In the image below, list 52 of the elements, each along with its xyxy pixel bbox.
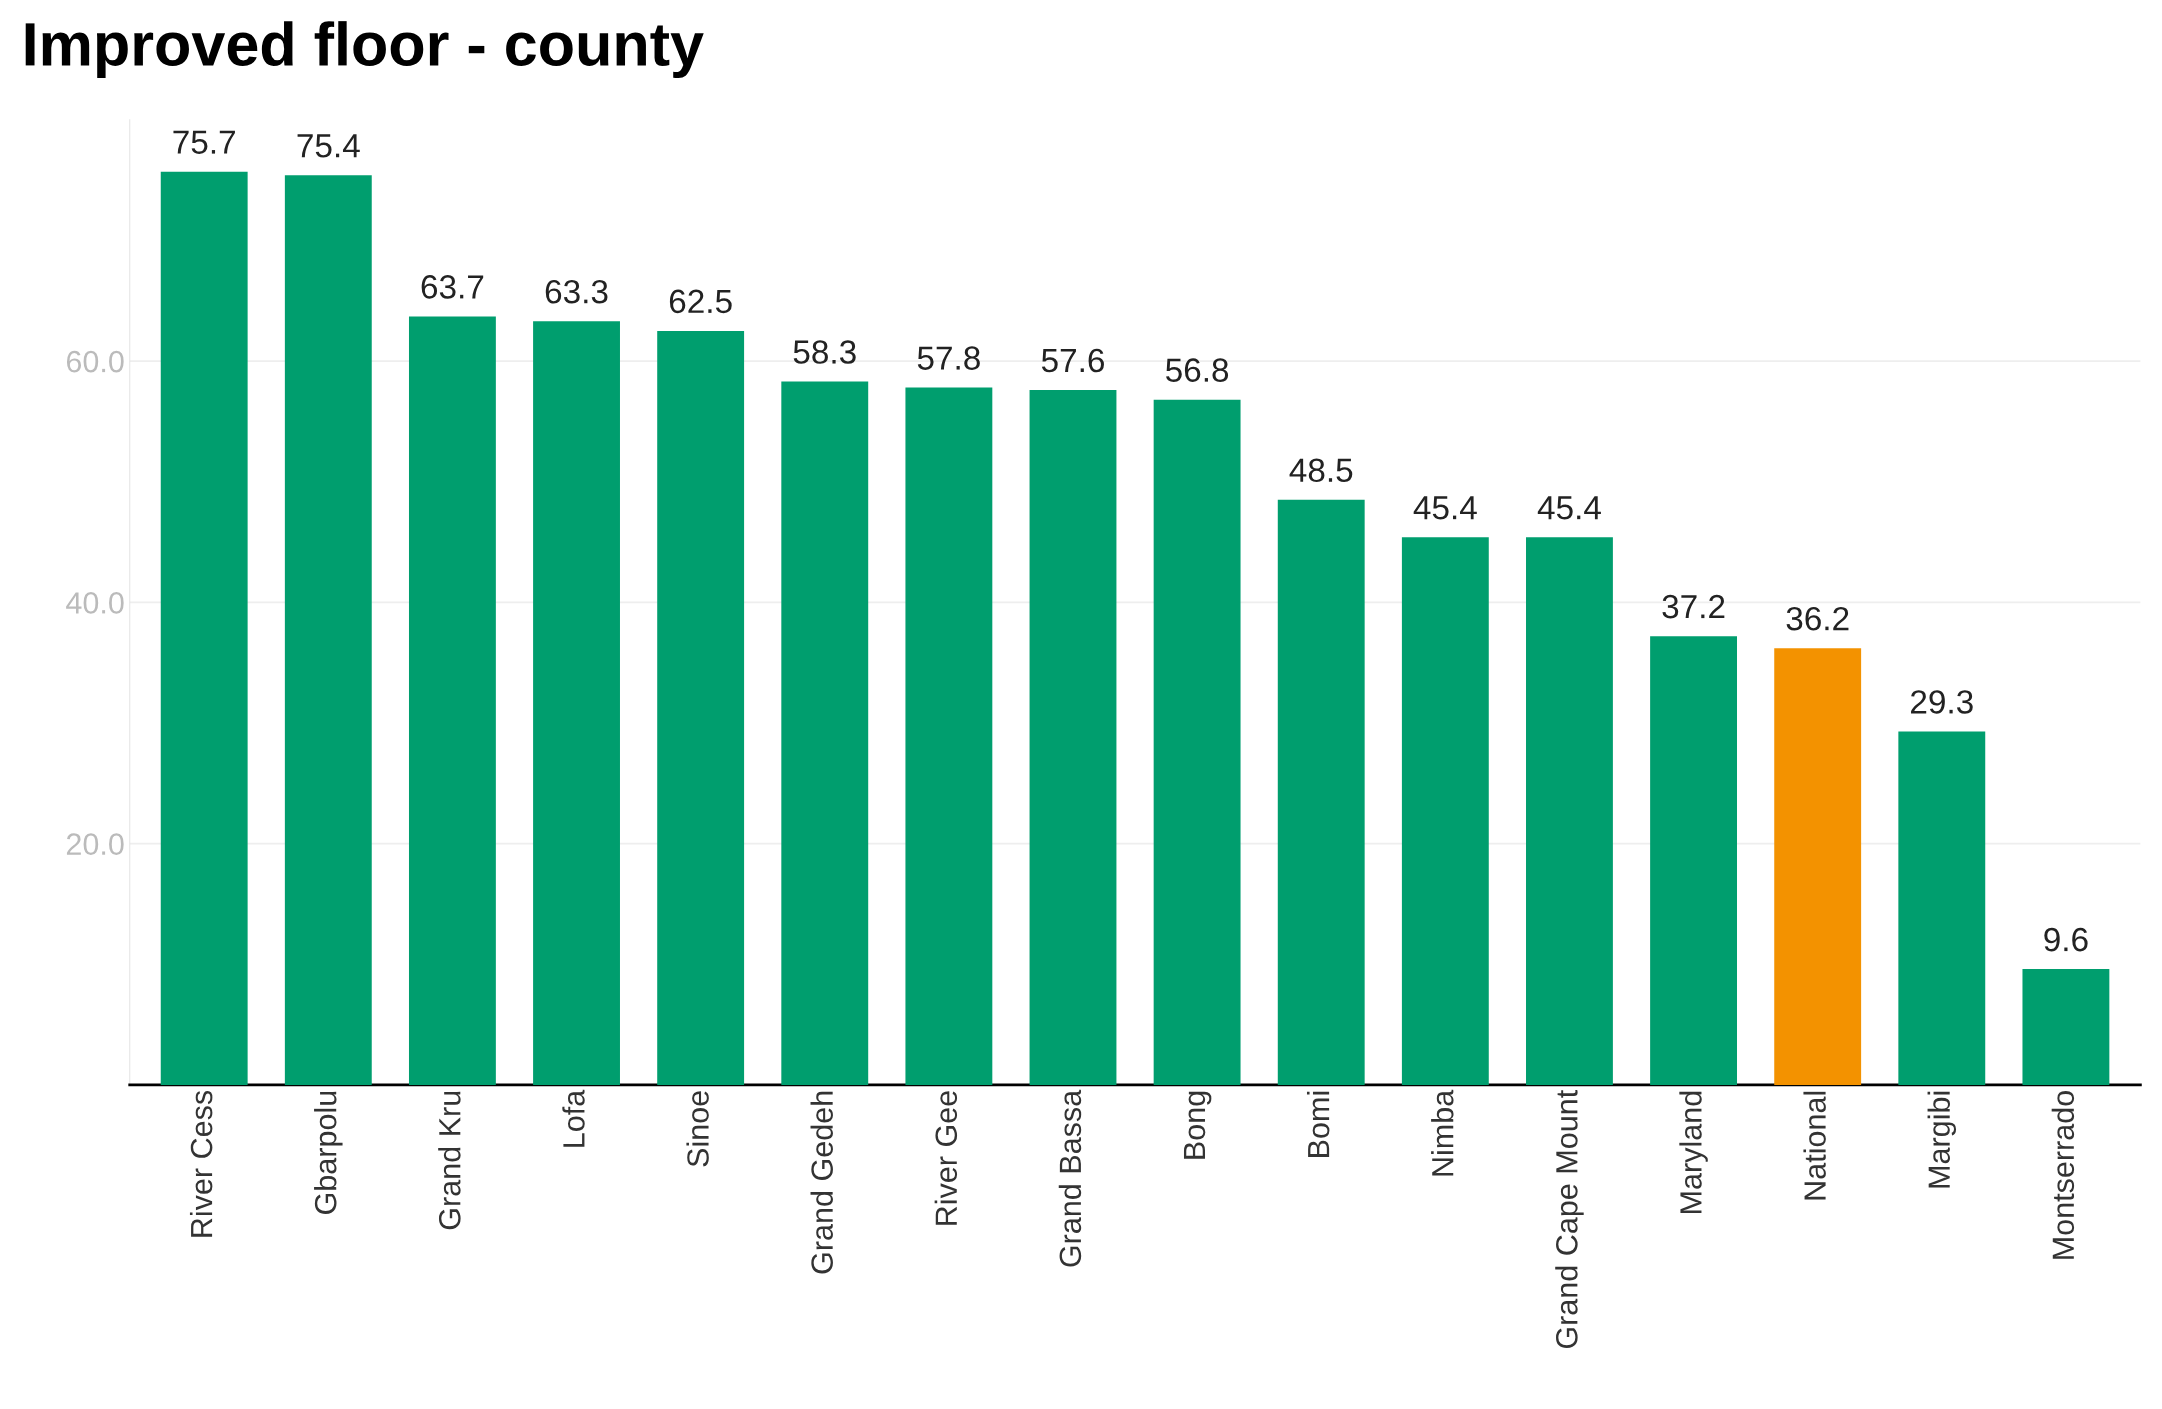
data-label: 36.2 bbox=[1786, 606, 1849, 631]
data-label: 45.4 bbox=[1537, 496, 1601, 520]
bar bbox=[1526, 537, 1613, 1085]
bar bbox=[1153, 399, 1241, 1085]
x-tick-label: Grand Cape Mount bbox=[1555, 1090, 1584, 1349]
data-label: 57.8 bbox=[917, 346, 980, 370]
bar bbox=[905, 387, 993, 1085]
x-tick-label: Nimba bbox=[1431, 1089, 1454, 1176]
bar bbox=[781, 381, 869, 1085]
bar bbox=[1401, 537, 1489, 1085]
bar bbox=[1029, 390, 1117, 1085]
x-tick-label: Sinoe bbox=[686, 1091, 709, 1167]
data-label: 63.7 bbox=[421, 275, 484, 299]
data-label: 63.3 bbox=[545, 279, 608, 304]
data-label: 62.5 bbox=[669, 289, 732, 314]
data-label: 56.8 bbox=[1166, 358, 1229, 382]
x-tick-label: Lofa bbox=[562, 1089, 585, 1147]
x-tick-label: Margibi bbox=[1927, 1091, 1957, 1188]
bar bbox=[2022, 969, 2110, 1085]
data-label: 75.4 bbox=[297, 134, 360, 158]
chart-title: Improved floor - county bbox=[25, 21, 704, 79]
data-label: 48.5 bbox=[1289, 458, 1353, 483]
x-tick-label: Grand Kru bbox=[438, 1091, 461, 1230]
bar bbox=[1774, 648, 1862, 1085]
x-tick-label: Bong bbox=[1183, 1091, 1212, 1159]
x-tick-label: Bomi bbox=[1306, 1091, 1330, 1157]
x-tick-label: Grand Bassa bbox=[1058, 1089, 1082, 1267]
data-label: 45.4 bbox=[1413, 496, 1477, 520]
data-label: 57.6 bbox=[1041, 348, 1104, 373]
data-label: 9.6 bbox=[2044, 927, 2088, 952]
bar bbox=[284, 175, 372, 1085]
bar bbox=[1898, 731, 1986, 1085]
data-label: 37.2 bbox=[1662, 594, 1725, 619]
x-tick-label: Montserrado bbox=[2051, 1091, 2075, 1259]
bar bbox=[1650, 636, 1738, 1085]
x-tick-label: River Cess bbox=[189, 1090, 213, 1237]
bar bbox=[408, 316, 496, 1085]
x-tick-label: Gbarpolu bbox=[314, 1091, 343, 1214]
x-tick-label: Maryland bbox=[1679, 1091, 1708, 1213]
x-tick-label: National bbox=[1803, 1091, 1826, 1200]
bar bbox=[657, 330, 745, 1085]
data-label: 29.3 bbox=[1911, 690, 1973, 714]
y-tick-label: 40.0 bbox=[66, 592, 124, 614]
y-tick-label: 20.0 bbox=[66, 833, 124, 856]
data-label: 75.7 bbox=[173, 130, 235, 154]
bar bbox=[1277, 499, 1365, 1085]
x-tick-label: Grand Gedeh bbox=[810, 1091, 833, 1274]
x-tick-label: River Gee bbox=[934, 1091, 958, 1225]
data-label: 58.3 bbox=[793, 340, 856, 364]
bar bbox=[533, 321, 620, 1085]
bar bbox=[160, 171, 248, 1085]
y-tick-label: 60.0 bbox=[66, 350, 124, 373]
